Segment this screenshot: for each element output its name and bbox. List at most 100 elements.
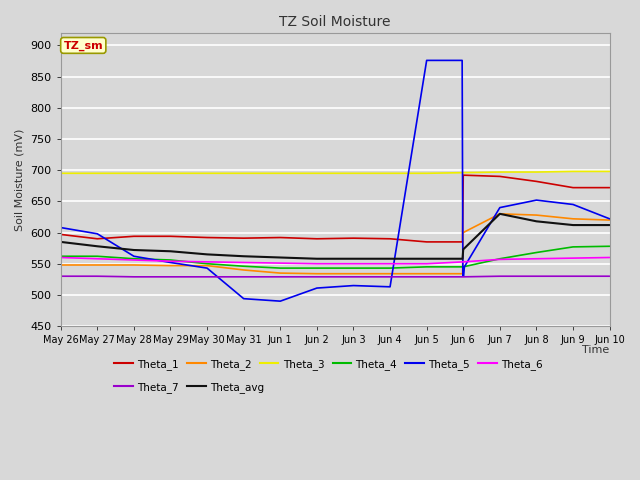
Theta_1	[496, 174, 504, 180]
Theta_avg	[460, 247, 467, 252]
Theta_5	[532, 197, 540, 203]
Theta_avg	[386, 256, 394, 262]
Theta_3	[276, 170, 284, 176]
Theta_3	[240, 170, 248, 176]
Theta_5	[313, 285, 321, 291]
Theta_2	[460, 229, 467, 235]
Theta_1	[57, 231, 65, 237]
Theta_4	[204, 261, 211, 266]
Theta_5	[569, 202, 577, 207]
Theta_2	[130, 262, 138, 268]
Theta_5	[349, 283, 357, 288]
Theta_3	[204, 170, 211, 176]
Theta_4	[276, 265, 284, 271]
Theta_6	[386, 261, 394, 266]
Theta_4	[57, 253, 65, 259]
Theta_4	[460, 264, 467, 270]
Theta_4	[496, 256, 504, 262]
Theta_7	[606, 273, 614, 279]
Theta_1	[276, 235, 284, 240]
Theta_7	[93, 273, 101, 279]
Theta_7	[532, 273, 540, 279]
Theta_2	[423, 271, 431, 276]
Theta_6	[313, 261, 321, 266]
Theta_avg	[204, 252, 211, 257]
Theta_6	[166, 258, 174, 264]
Theta_avg	[349, 256, 357, 262]
Theta_7	[313, 274, 321, 280]
Y-axis label: Soil Moisture (mV): Soil Moisture (mV)	[15, 128, 25, 231]
Theta_1	[93, 236, 101, 241]
Theta_1	[460, 172, 467, 178]
Line: Theta_avg: Theta_avg	[61, 214, 610, 259]
Theta_7	[496, 273, 504, 279]
Theta_3	[532, 169, 540, 175]
Theta_2	[93, 262, 101, 268]
Theta_5	[606, 216, 614, 222]
Theta_3	[569, 168, 577, 174]
Theta_7	[204, 274, 211, 280]
Theta_6	[204, 259, 211, 265]
Theta_avg	[423, 256, 431, 262]
Theta_avg	[166, 248, 174, 254]
Line: Theta_1: Theta_1	[61, 175, 610, 242]
Theta_5	[93, 231, 101, 237]
Theta_5	[276, 298, 284, 304]
Theta_1	[606, 185, 614, 191]
Theta_4	[349, 265, 357, 271]
Theta_2	[57, 262, 65, 268]
Theta_6	[569, 255, 577, 261]
Theta_1	[423, 239, 431, 245]
Theta_6	[496, 256, 504, 262]
Theta_6	[93, 256, 101, 262]
Theta_avg	[93, 243, 101, 249]
Theta_5	[166, 260, 174, 265]
Theta_5	[460, 273, 467, 279]
Line: Theta_7: Theta_7	[61, 276, 610, 277]
Theta_5	[461, 264, 468, 270]
Theta_1	[130, 233, 138, 239]
Theta_6	[460, 259, 467, 265]
Theta_7	[569, 273, 577, 279]
Theta_3	[386, 170, 394, 176]
Theta_6	[606, 254, 614, 260]
Theta_1	[313, 236, 321, 241]
Theta_2	[606, 217, 614, 223]
Theta_5	[496, 204, 504, 210]
Theta_5	[423, 58, 431, 63]
Theta_5	[130, 253, 138, 259]
Theta_avg	[459, 256, 467, 262]
Theta_1	[349, 235, 357, 241]
Theta_2	[240, 267, 248, 273]
Theta_6	[276, 260, 284, 266]
Theta_7	[460, 274, 467, 280]
Theta_3	[57, 170, 65, 176]
Legend: Theta_7, Theta_avg: Theta_7, Theta_avg	[110, 378, 268, 397]
Theta_2	[569, 216, 577, 222]
Line: Theta_4: Theta_4	[61, 246, 610, 268]
Theta_4	[423, 264, 431, 270]
Line: Theta_6: Theta_6	[61, 257, 610, 264]
Theta_4	[240, 264, 248, 269]
Theta_3	[93, 170, 101, 176]
Theta_7	[349, 274, 357, 280]
Theta_6	[130, 257, 138, 263]
Theta_2	[496, 211, 504, 216]
Theta_4	[606, 243, 614, 249]
Theta_2	[459, 271, 467, 276]
Theta_3	[166, 170, 174, 176]
Theta_7	[130, 274, 138, 280]
Theta_6	[240, 260, 248, 265]
Theta_2	[349, 271, 357, 276]
Theta_4	[130, 256, 138, 262]
Theta_1	[166, 233, 174, 239]
Theta_avg	[313, 256, 321, 262]
Title: TZ Soil Moisture: TZ Soil Moisture	[280, 15, 391, 29]
Theta_6	[57, 254, 65, 260]
Theta_1	[386, 236, 394, 241]
Theta_2	[313, 271, 321, 276]
Theta_3	[496, 169, 504, 175]
Theta_5	[204, 265, 211, 271]
Theta_3	[460, 170, 467, 176]
Line: Theta_3: Theta_3	[61, 171, 610, 173]
